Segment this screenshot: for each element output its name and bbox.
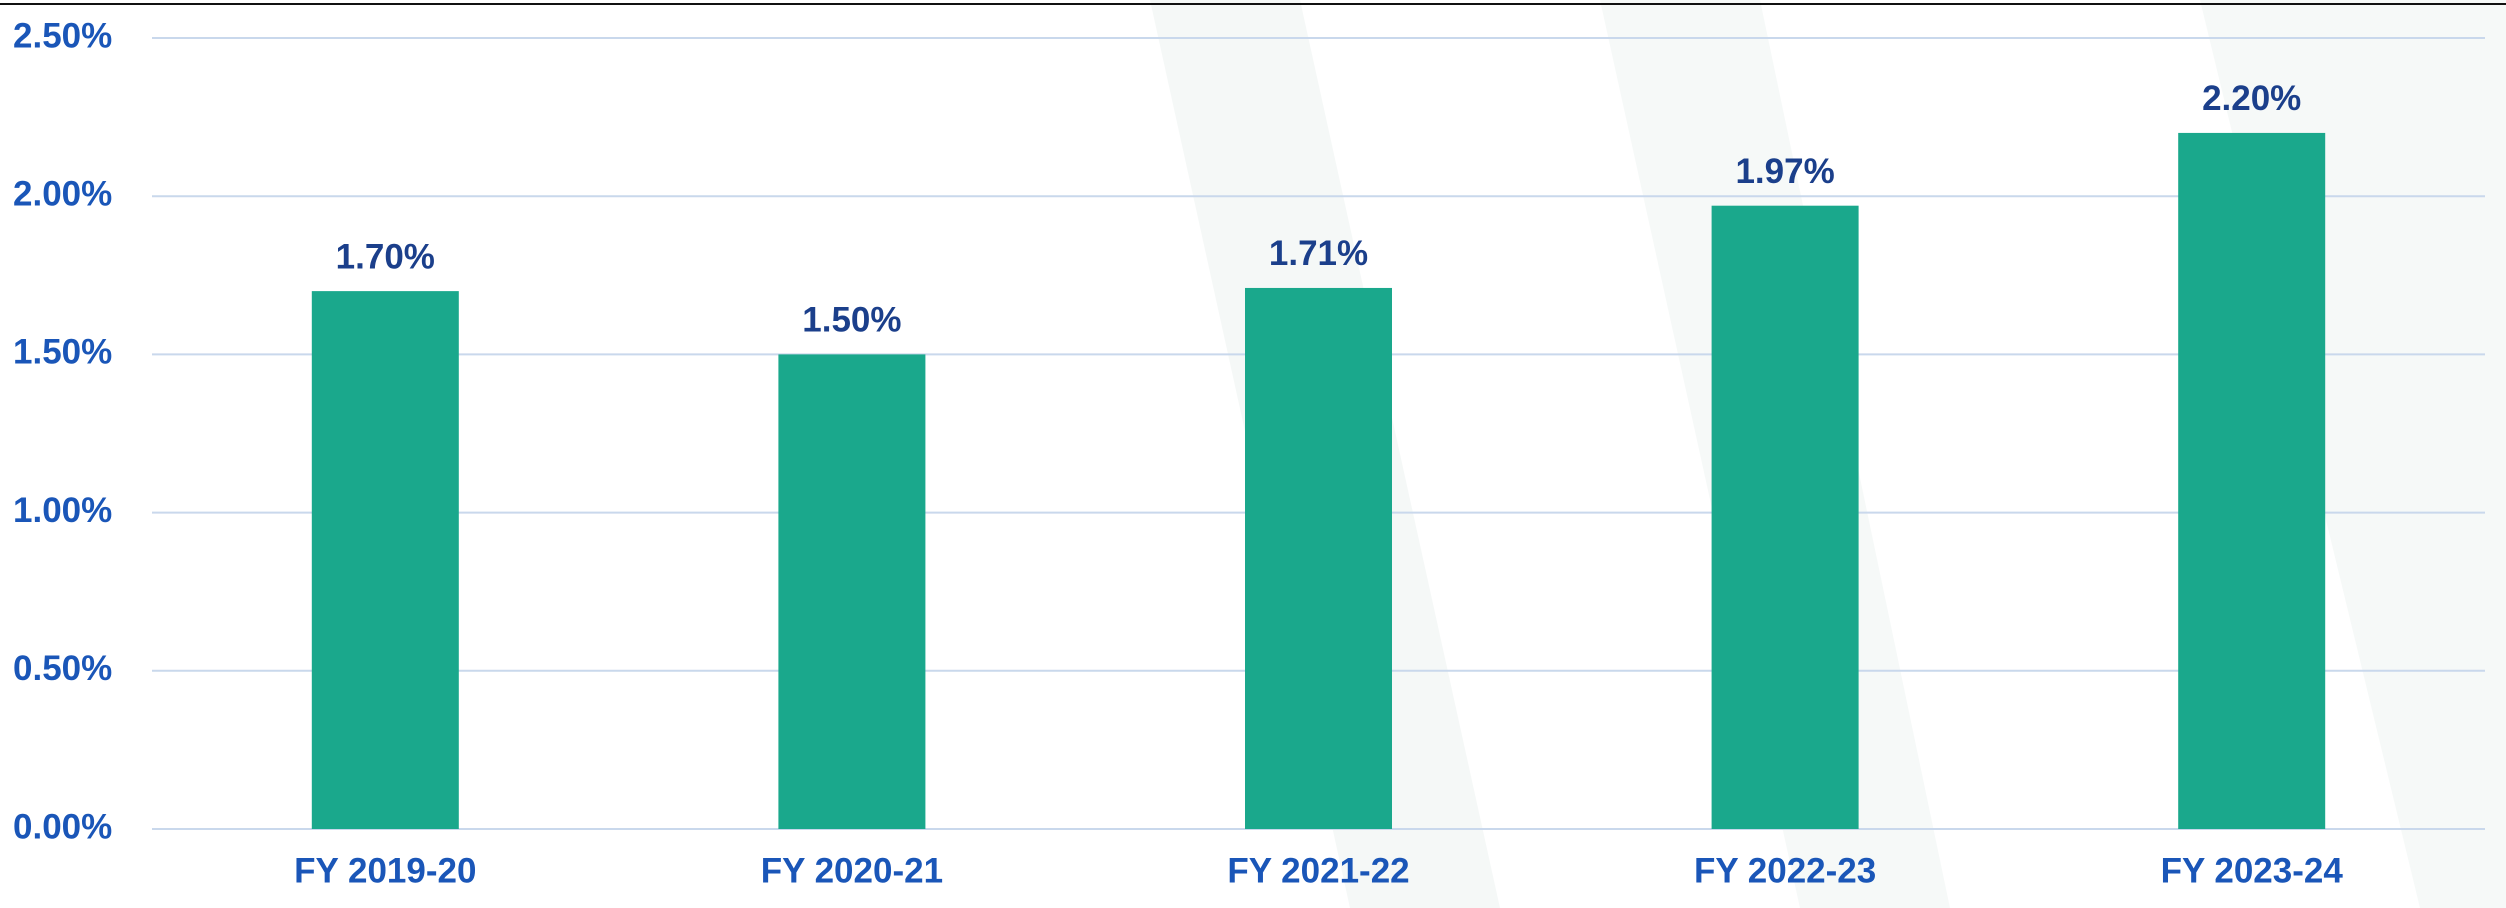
data-label: 1.70% [336,237,435,276]
bar [2178,132,2326,830]
y-tick-label: 2.50% [13,16,112,55]
bar [778,354,926,829]
x-tick-label: FY 2023-24 [2161,851,2344,890]
data-label: 1.50% [802,301,901,340]
bar [311,291,459,829]
data-label: 1.71% [1269,234,1368,273]
x-tick-label: FY 2019-20 [294,851,476,890]
x-tick-label: FY 2022-23 [1694,851,1876,890]
y-tick-label: 0.50% [13,649,112,688]
bar [1711,205,1859,829]
y-tick-label: 1.50% [13,333,112,372]
x-tick-label: FY 2020-21 [761,851,943,890]
y-tick-label: 1.00% [13,491,112,530]
data-label: 1.97% [1735,152,1834,191]
bar [1245,287,1392,829]
data-label: 2.20% [2202,79,2301,118]
x-tick-label: FY 2021-22 [1227,851,1409,890]
y-tick-label: 2.00% [13,174,112,213]
y-tick-label: 0.00% [13,807,112,846]
